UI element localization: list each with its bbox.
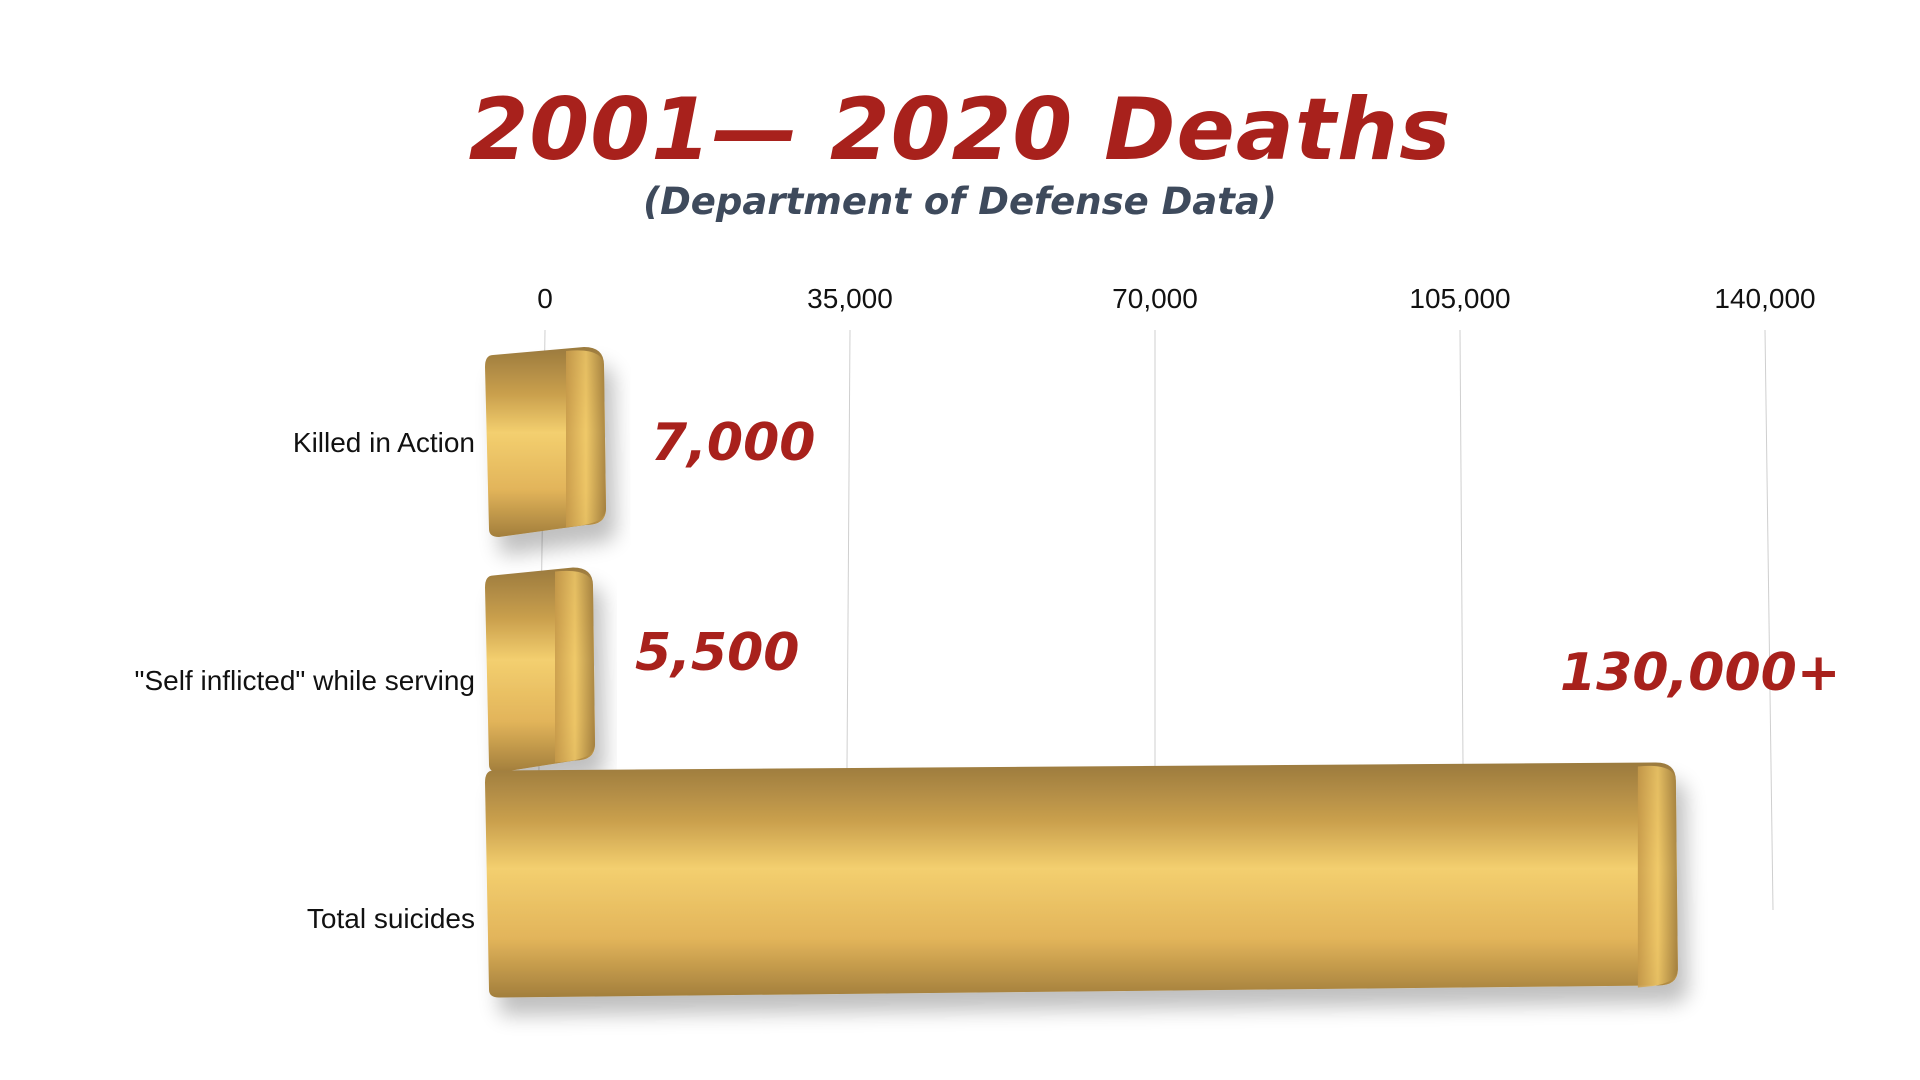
x-tick-label: 35,000 xyxy=(807,283,893,314)
labels: 0 35,000 70,000 105,000 140,000 Killed in Act… xyxy=(135,283,1841,934)
x-tick-label: 0 xyxy=(537,283,553,314)
category-label: "Self inflicted" while serving xyxy=(135,665,475,696)
data-label: 7,000 xyxy=(651,413,815,473)
bar-end-cap xyxy=(555,570,595,763)
chart-title: 2001— 2020 Deaths xyxy=(468,80,1452,180)
x-tick-label: 140,000 xyxy=(1714,283,1815,314)
x-tick-label: 70,000 xyxy=(1112,283,1198,314)
gridline xyxy=(1764,329,1774,911)
data-label: 5,500 xyxy=(635,623,799,683)
x-tick-label: 105,000 xyxy=(1409,283,1510,314)
data-label: 130,000+ xyxy=(1560,643,1840,703)
bar-end-cap xyxy=(1637,765,1678,988)
category-label: Killed in Action xyxy=(293,427,475,458)
bar-end-cap xyxy=(566,350,606,527)
bars xyxy=(485,347,1678,998)
chart-subtitle: (Department of Defense Data) xyxy=(643,180,1277,223)
category-label: Total suicides xyxy=(307,903,475,934)
bar xyxy=(485,762,1678,998)
